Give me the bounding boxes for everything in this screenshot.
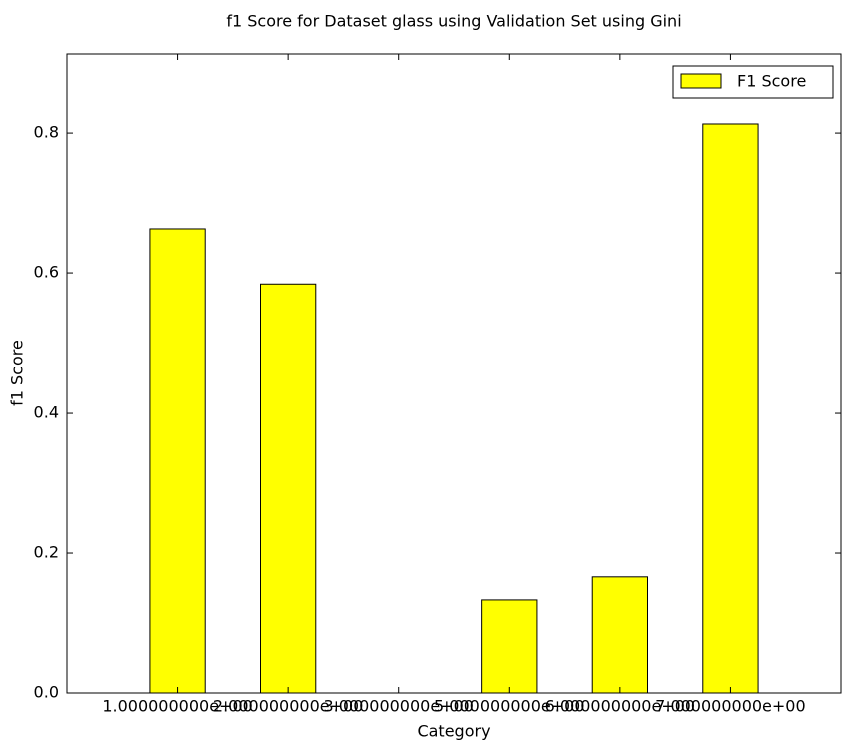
x-axis-label: Category: [417, 722, 490, 741]
legend-label: F1 Score: [737, 72, 806, 91]
y-tick-label: 0.4: [34, 403, 59, 422]
bar: [260, 283, 317, 694]
x-tick-label: 2.000000000e+00: [213, 697, 364, 716]
x-tick-label: 3.000000000e+00: [323, 697, 474, 716]
bar: [481, 599, 538, 694]
bar: [702, 123, 759, 694]
y-axis-label: f1 Score: [8, 340, 27, 406]
x-tick-label: 5.000000000e+00: [434, 697, 585, 716]
x-tick-label: 7.000000000e+00: [655, 697, 806, 716]
bar: [591, 576, 649, 694]
x-tick-label: 6.000000000e+00: [545, 697, 696, 716]
bar: [149, 228, 206, 694]
y-tick-label: 0.0: [34, 683, 59, 702]
y-tick-label: 0.2: [34, 543, 59, 562]
chart-title: f1 Score for Dataset glass using Validat…: [226, 12, 681, 31]
y-tick-label: 0.8: [34, 123, 59, 142]
y-tick-label: 0.6: [34, 263, 59, 282]
legend-swatch: [680, 73, 722, 89]
plot-frame: [66, 53, 842, 694]
x-tick-label: 1.000000000e+00: [102, 697, 253, 716]
